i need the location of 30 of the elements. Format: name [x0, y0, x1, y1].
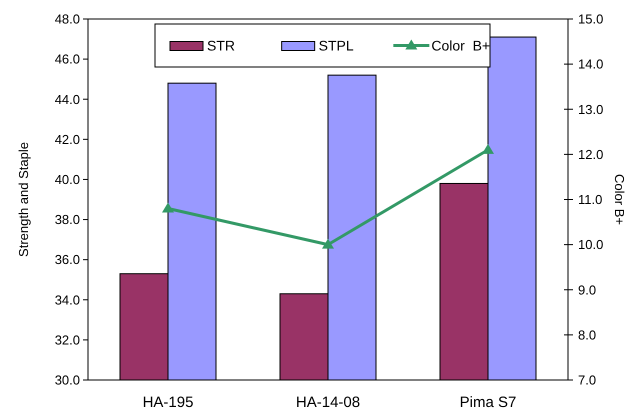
- y2-tick-label: 9.0: [578, 282, 596, 298]
- y2-tick-label: 10.0: [578, 237, 604, 252]
- y2-tick-label: 13.0: [578, 102, 604, 117]
- y2-tick-label: 11.0: [578, 192, 602, 208]
- y-tick-label: 32.0: [54, 332, 80, 348]
- y-tick-label: 46.0: [54, 52, 80, 67]
- y-tick-label: 30.0: [54, 372, 80, 388]
- legend-label: STR: [207, 37, 235, 54]
- point: [322, 238, 334, 249]
- y2-axis-title: Color B+: [612, 174, 625, 225]
- y-tick-label: 48.0: [54, 12, 80, 27]
- y-tick-label: 44.0: [54, 92, 80, 107]
- x-tick-label: HA-195: [142, 394, 194, 411]
- y-axis-title: Strength and Staple: [16, 142, 31, 257]
- x-tick-label: HA-14-08: [296, 394, 360, 411]
- y-tick-label: 42.0: [54, 132, 80, 147]
- x-tick-label: Pima S7: [460, 394, 516, 411]
- point: [482, 144, 494, 154]
- point: [162, 202, 174, 213]
- legend-label: STPL: [318, 37, 354, 54]
- y-tick-label: 36.0: [54, 252, 80, 268]
- y2-tick-label: 15.0: [578, 12, 604, 27]
- y2-tick-label: 7.0: [578, 372, 596, 388]
- y2-tick-label: 8.0: [578, 327, 596, 342]
- y2-tick-label: 12.0: [578, 146, 604, 162]
- y2-tick-label: 14.0: [578, 56, 604, 72]
- y-tick-label: 34.0: [54, 292, 80, 308]
- y-tick-label: 40.0: [54, 172, 80, 187]
- y-tick-label: 38.0: [54, 212, 80, 228]
- legend-label: Color B+: [431, 37, 490, 54]
